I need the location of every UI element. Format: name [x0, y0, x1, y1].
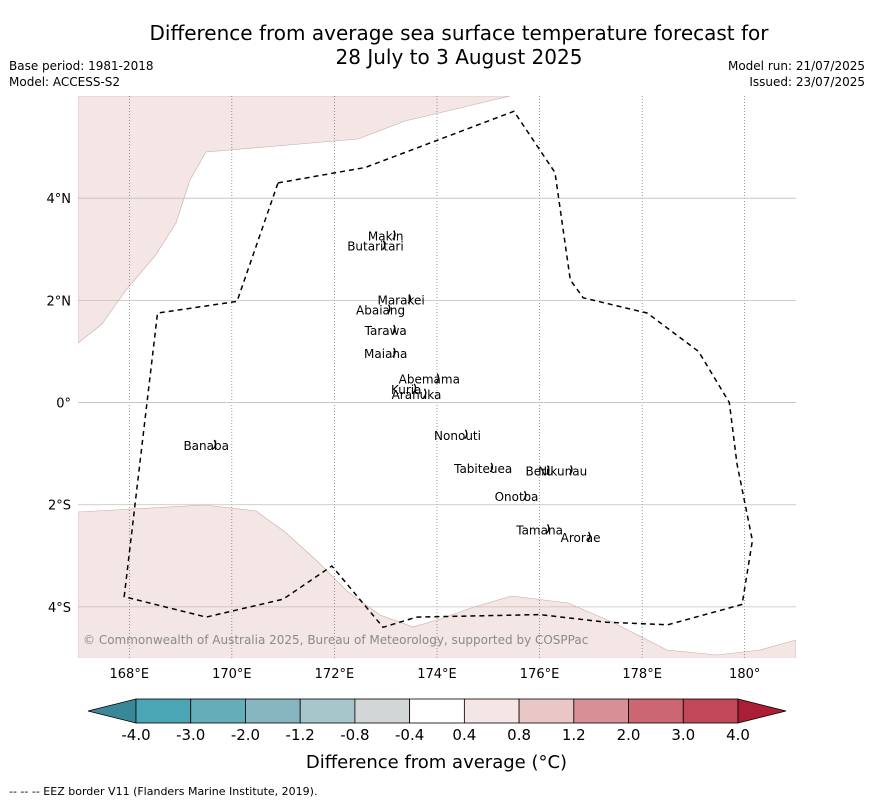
colorbar-tick-label: 2.0	[617, 726, 641, 744]
island-label: Makin	[368, 230, 404, 244]
latitude-tick-label: 4°S	[48, 601, 71, 616]
island-shape	[392, 347, 396, 358]
colorbar-swatch	[628, 698, 684, 724]
colorbar-swatch	[409, 698, 465, 724]
axis-tick-labels: 168°E 170°E 172°E 174°E 176°E 178°E 180° 4°N 2°N…	[47, 192, 761, 682]
island-label: Onotoa	[495, 490, 539, 504]
colorbar-swatch	[518, 698, 575, 724]
colorbar-label: Difference from average (°C)	[305, 752, 568, 773]
island-shape	[412, 383, 417, 394]
colorbar-swatch	[463, 698, 520, 724]
colorbar-swatch	[135, 698, 192, 724]
colorbar-tick-label: 0.8	[507, 726, 531, 744]
island-shape	[381, 240, 386, 251]
model-run: Model run: 21/07/2025	[727, 59, 865, 73]
colorbar-tick-label: -2.0	[231, 726, 260, 744]
island-shape	[435, 373, 440, 384]
issued-date: Issued: 23/07/2025	[749, 75, 865, 89]
island-label: Butaritari	[347, 240, 404, 254]
island-label: Tabiteuea	[453, 462, 512, 476]
copyright-notice: © Commonwealth of Australia 2025, Bureau…	[83, 633, 588, 647]
island-label: Arorae	[561, 531, 601, 545]
colorbar-tick-label: 1.2	[562, 726, 586, 744]
colorbar-swatch	[245, 698, 301, 724]
island-shape	[546, 465, 550, 475]
colorbar-tick-label: -3.0	[176, 726, 205, 744]
island-shape	[407, 294, 412, 304]
colorbar-swatch	[354, 698, 411, 724]
island-shape	[212, 439, 217, 450]
colorbar-tick-label: -4.0	[121, 726, 150, 744]
longitude-tick-label: 178°E	[622, 667, 662, 682]
colorbar-tick-label: 0.4	[452, 726, 476, 744]
island-shape	[587, 531, 591, 542]
island-label: Marakei	[377, 293, 424, 307]
island-label: Aranuka	[392, 388, 442, 402]
longitude-tick-label: 170°E	[212, 667, 252, 682]
graticule	[78, 96, 796, 658]
latitude-tick-label: 2°N	[47, 294, 72, 309]
island-label: Banaba	[183, 439, 229, 453]
island-label: Beru	[525, 465, 553, 479]
colorbar-tick-label: -0.4	[395, 726, 424, 744]
colorbar-tick-label: -0.8	[340, 726, 369, 744]
island-label: Nonouti	[434, 429, 481, 443]
model-run-info: Model run: 21/07/2025 Issued: 23/07/2025	[728, 58, 865, 90]
map-title: Difference from average sea surface temp…	[0, 21, 873, 69]
title-line-2: 28 July to 3 August 2025	[335, 45, 583, 69]
island-label: Abemama	[399, 373, 460, 387]
island-shape	[489, 462, 494, 473]
island-shape	[387, 304, 391, 315]
longitude-tick-label: 174°E	[417, 667, 457, 682]
colorbar-swatch	[573, 698, 629, 724]
model-name: Model: ACCESS-S2	[9, 75, 121, 89]
anomaly-region-northwest	[78, 96, 511, 344]
island-label: Nikunau	[538, 465, 587, 479]
colorbar-tick-label: -1.2	[286, 726, 315, 744]
colorbar: -4.0 -3.0 -2.0 -1.2 -0.8 -0.4 0.4 0.8 1.2 2.0 3.0 4…	[87, 698, 787, 744]
longitude-tick-label: 180°	[729, 667, 760, 682]
island-shape	[464, 429, 468, 440]
island-shape	[423, 388, 427, 399]
anomaly-region-south	[78, 504, 796, 658]
colorbar-max-extension	[737, 698, 787, 724]
colorbar-min-extension	[87, 698, 137, 724]
island-label: Abaiang	[356, 304, 405, 318]
island-label: Tamana	[515, 523, 563, 537]
island-shape	[569, 465, 573, 475]
island-shape	[523, 490, 527, 501]
eez-legend-note: -- -- -- EEZ border V11 (Flanders Marine…	[9, 785, 318, 798]
colorbar-swatch	[190, 698, 246, 724]
title-line-1: Difference from average sea surface temp…	[149, 21, 769, 45]
base-period: Base period: 1981-2018	[9, 59, 154, 73]
latitude-tick-label: 4°N	[47, 192, 72, 207]
latitude-tick-label: 2°S	[48, 499, 71, 514]
colorbar-tick-label: 3.0	[671, 726, 695, 744]
colorbar-swatch	[682, 698, 739, 724]
island-label: Tarawa	[364, 324, 407, 338]
longitude-tick-label: 176°E	[520, 667, 560, 682]
longitude-tick-label: 172°E	[315, 667, 355, 682]
latitude-tick-label: 0°	[56, 397, 71, 412]
colorbar-swatch	[299, 698, 356, 724]
island-label: Kuria	[391, 383, 422, 397]
longitude-tick-label: 168°E	[110, 667, 150, 682]
base-period-info: Base period: 1981-2018 Model: ACCESS-S2	[9, 58, 154, 90]
eez-border	[123, 110, 754, 629]
island-shape	[392, 230, 396, 240]
colorbar-tick-label: 4.0	[726, 726, 750, 744]
island-label: Maiana	[364, 347, 407, 361]
island-shape	[392, 324, 396, 335]
island-shape	[546, 523, 550, 534]
